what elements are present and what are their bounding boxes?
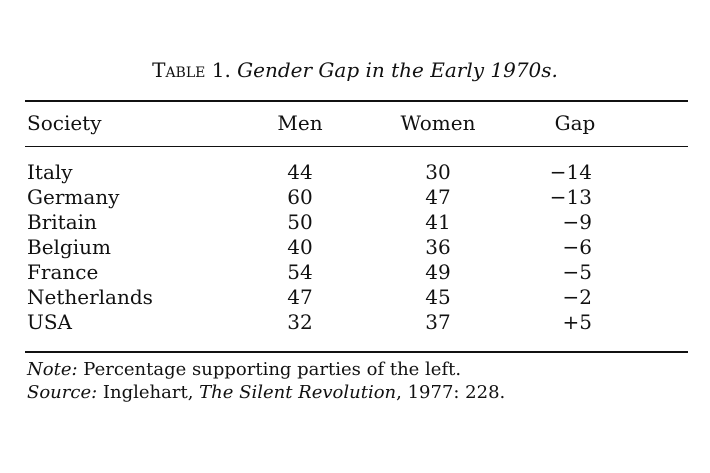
society-cell: Italy [27, 160, 73, 184]
women-cell: 30 [425, 160, 451, 184]
women-cell: 36 [425, 235, 451, 259]
column-header-gap: Gap [554, 111, 596, 135]
note-line: Note: Percentage supporting parties of t… [27, 358, 505, 381]
table-row: Germany 60 47 −13 [0, 185, 710, 210]
table-header: Society Men Women Gap [0, 108, 710, 138]
men-cell: 60 [287, 185, 313, 209]
men-cell: 40 [287, 235, 313, 259]
gap-cell: +5 [562, 310, 592, 334]
table-row: Britain 50 41 −9 [0, 210, 710, 235]
table-row: USA 32 37 +5 [0, 310, 710, 335]
men-cell: 50 [287, 210, 313, 234]
source-label: Source: [27, 382, 98, 403]
men-cell: 32 [287, 310, 313, 334]
source-title: The Silent Revolution [199, 382, 397, 403]
table-notes: Note: Percentage supporting parties of t… [27, 358, 505, 404]
table-caption: Table 1. Gender Gap in the Early 1970s. [0, 56, 710, 84]
women-cell: 47 [425, 185, 451, 209]
column-header-women: Women [400, 111, 476, 135]
top-rule [25, 100, 688, 102]
women-cell: 41 [425, 210, 451, 234]
men-cell: 47 [287, 285, 313, 309]
gap-cell: −5 [562, 260, 592, 284]
men-cell: 54 [287, 260, 313, 284]
table-row: France 54 49 −5 [0, 260, 710, 285]
table-title: Gender Gap in the Early 1970s. [237, 58, 558, 82]
table-number: Table 1. [152, 58, 231, 82]
source-author: Inglehart, [97, 382, 200, 403]
source-line: Source: Inglehart, The Silent Revolution… [27, 381, 505, 404]
gap-cell: −6 [562, 235, 592, 259]
table-row: Netherlands 47 45 −2 [0, 285, 710, 310]
society-cell: USA [27, 310, 72, 334]
note-label: Note: [27, 359, 78, 380]
table-body: Italy 44 30 −14 Germany 60 47 −13 Britai… [0, 160, 710, 335]
society-cell: Britain [27, 210, 97, 234]
society-cell: France [27, 260, 99, 284]
table-row: Italy 44 30 −14 [0, 160, 710, 185]
women-cell: 37 [425, 310, 451, 334]
society-cell: Netherlands [27, 285, 153, 309]
column-header-society: Society [27, 111, 102, 135]
women-cell: 45 [425, 285, 451, 309]
bottom-rule [25, 351, 688, 353]
column-header-men: Men [277, 111, 323, 135]
note-text: Percentage supporting parties of the lef… [77, 359, 462, 380]
gap-cell: −13 [549, 185, 592, 209]
header-rule [25, 146, 688, 147]
men-cell: 44 [287, 160, 313, 184]
women-cell: 49 [425, 260, 451, 284]
gap-cell: −14 [549, 160, 592, 184]
society-cell: Germany [27, 185, 120, 209]
gap-cell: −9 [562, 210, 592, 234]
gap-cell: −2 [562, 285, 592, 309]
society-cell: Belgium [27, 235, 111, 259]
source-details: , 1977: 228. [396, 382, 506, 403]
table-row: Belgium 40 36 −6 [0, 235, 710, 260]
